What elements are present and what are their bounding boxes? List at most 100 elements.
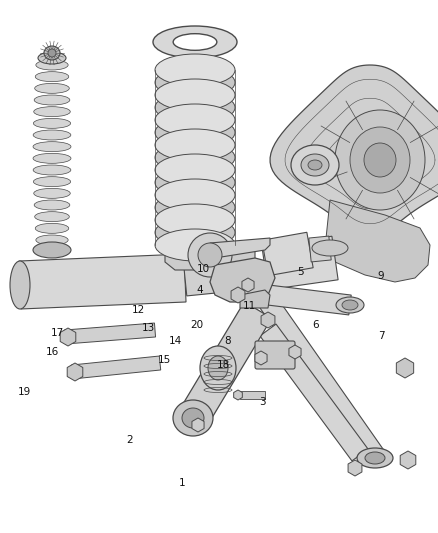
Ellipse shape bbox=[155, 166, 235, 198]
Polygon shape bbox=[260, 296, 383, 461]
Text: 5: 5 bbox=[297, 267, 304, 277]
Ellipse shape bbox=[34, 107, 70, 117]
Polygon shape bbox=[71, 356, 161, 379]
Ellipse shape bbox=[33, 130, 71, 140]
Ellipse shape bbox=[155, 117, 235, 149]
Polygon shape bbox=[270, 65, 438, 235]
Ellipse shape bbox=[200, 346, 236, 390]
Polygon shape bbox=[240, 391, 265, 399]
Polygon shape bbox=[210, 258, 275, 302]
Ellipse shape bbox=[33, 154, 71, 163]
Ellipse shape bbox=[188, 233, 232, 277]
Text: 19: 19 bbox=[18, 387, 31, 397]
Polygon shape bbox=[233, 390, 242, 400]
Ellipse shape bbox=[342, 300, 358, 310]
Ellipse shape bbox=[155, 154, 235, 186]
Ellipse shape bbox=[312, 240, 348, 256]
Text: 1: 1 bbox=[178, 479, 185, 488]
Polygon shape bbox=[267, 285, 351, 315]
Ellipse shape bbox=[44, 46, 60, 60]
Ellipse shape bbox=[155, 179, 235, 211]
Polygon shape bbox=[261, 312, 275, 328]
Polygon shape bbox=[240, 290, 270, 308]
Text: 6: 6 bbox=[312, 320, 319, 330]
Ellipse shape bbox=[34, 200, 70, 210]
Ellipse shape bbox=[208, 356, 228, 380]
Ellipse shape bbox=[153, 26, 237, 58]
Ellipse shape bbox=[33, 142, 71, 152]
Ellipse shape bbox=[36, 60, 68, 70]
Polygon shape bbox=[192, 418, 204, 432]
Ellipse shape bbox=[35, 212, 69, 222]
Polygon shape bbox=[210, 238, 270, 258]
Ellipse shape bbox=[33, 242, 71, 258]
Ellipse shape bbox=[35, 83, 69, 93]
Text: 13: 13 bbox=[142, 323, 155, 333]
Ellipse shape bbox=[155, 129, 235, 161]
Text: 7: 7 bbox=[378, 331, 385, 341]
Ellipse shape bbox=[173, 400, 213, 436]
Ellipse shape bbox=[365, 452, 385, 464]
Polygon shape bbox=[255, 351, 267, 365]
Ellipse shape bbox=[155, 79, 235, 111]
Ellipse shape bbox=[35, 223, 69, 233]
Ellipse shape bbox=[48, 49, 56, 57]
Ellipse shape bbox=[155, 104, 235, 136]
Polygon shape bbox=[400, 451, 416, 469]
Ellipse shape bbox=[155, 229, 235, 261]
Text: 20: 20 bbox=[191, 320, 204, 330]
Ellipse shape bbox=[34, 95, 70, 105]
Polygon shape bbox=[289, 345, 301, 359]
Polygon shape bbox=[262, 232, 313, 276]
Ellipse shape bbox=[155, 54, 235, 86]
Text: 10: 10 bbox=[197, 264, 210, 273]
Polygon shape bbox=[396, 358, 413, 378]
Ellipse shape bbox=[155, 141, 235, 174]
Text: 2: 2 bbox=[126, 435, 133, 445]
Ellipse shape bbox=[291, 145, 339, 185]
Polygon shape bbox=[67, 363, 83, 381]
Polygon shape bbox=[348, 460, 362, 476]
Ellipse shape bbox=[364, 143, 396, 177]
Ellipse shape bbox=[350, 127, 410, 193]
Ellipse shape bbox=[357, 448, 393, 468]
Polygon shape bbox=[309, 236, 331, 262]
Ellipse shape bbox=[36, 235, 68, 245]
Ellipse shape bbox=[33, 118, 71, 128]
Ellipse shape bbox=[34, 188, 70, 198]
Text: 8: 8 bbox=[224, 336, 231, 346]
Ellipse shape bbox=[155, 204, 235, 236]
Text: 9: 9 bbox=[378, 271, 385, 281]
Polygon shape bbox=[183, 257, 217, 296]
Polygon shape bbox=[242, 278, 254, 292]
Ellipse shape bbox=[173, 34, 217, 50]
Ellipse shape bbox=[335, 110, 425, 210]
Polygon shape bbox=[231, 287, 245, 303]
Ellipse shape bbox=[308, 160, 322, 170]
Ellipse shape bbox=[33, 176, 71, 187]
Ellipse shape bbox=[336, 297, 364, 313]
Ellipse shape bbox=[38, 52, 66, 64]
Polygon shape bbox=[181, 302, 272, 423]
Text: 18: 18 bbox=[217, 360, 230, 370]
Polygon shape bbox=[19, 254, 186, 309]
Polygon shape bbox=[64, 323, 155, 344]
Text: 3: 3 bbox=[259, 398, 266, 407]
Ellipse shape bbox=[198, 243, 222, 267]
Text: 17: 17 bbox=[50, 328, 64, 338]
Text: 11: 11 bbox=[243, 302, 256, 311]
Ellipse shape bbox=[155, 216, 235, 248]
Text: 16: 16 bbox=[46, 347, 59, 357]
Text: 12: 12 bbox=[131, 305, 145, 315]
Ellipse shape bbox=[33, 165, 71, 175]
Text: 15: 15 bbox=[158, 355, 171, 365]
Polygon shape bbox=[165, 250, 255, 270]
Polygon shape bbox=[60, 328, 76, 346]
Text: 4: 4 bbox=[196, 286, 203, 295]
Ellipse shape bbox=[35, 71, 69, 82]
Ellipse shape bbox=[155, 67, 235, 99]
Ellipse shape bbox=[182, 408, 204, 428]
Ellipse shape bbox=[10, 261, 30, 309]
Ellipse shape bbox=[155, 92, 235, 124]
Polygon shape bbox=[260, 324, 368, 461]
